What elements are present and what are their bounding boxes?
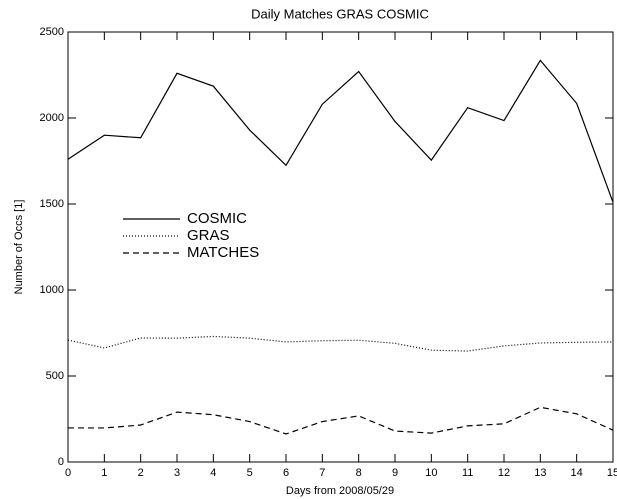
- x-tick-label: 1: [101, 467, 107, 479]
- y-tick-label: 500: [46, 370, 64, 382]
- x-tick-label: 10: [425, 467, 437, 479]
- y-tick-label: 2000: [40, 112, 64, 124]
- x-axis-label: Days from 2008/05/29: [286, 485, 394, 497]
- x-tick-label: 15: [607, 467, 617, 479]
- y-tick-label: 1500: [40, 198, 64, 210]
- x-tick-label: 13: [534, 467, 546, 479]
- x-tick-label: 2: [138, 467, 144, 479]
- plot-frame: [67, 31, 614, 463]
- legend-label: COSMIC: [187, 210, 247, 227]
- legend-label: MATCHES: [187, 244, 259, 261]
- x-tick-label: 0: [65, 467, 71, 479]
- x-tick-label: 9: [392, 467, 398, 479]
- x-tick-label: 4: [210, 467, 216, 479]
- x-tick-label: 14: [571, 467, 583, 479]
- x-tick-label: 8: [356, 467, 362, 479]
- y-tick-label: 0: [58, 456, 64, 468]
- series-line: [67, 335, 614, 352]
- y-tick-label: 2500: [40, 26, 64, 38]
- series-line: [68, 406, 614, 435]
- y-tick-label: 1000: [40, 284, 64, 296]
- x-tick-label: 11: [462, 467, 473, 479]
- x-tick-label: 3: [174, 467, 180, 479]
- x-tick-label: 6: [283, 467, 289, 479]
- y-axis-label: Number of Occs [1]: [13, 200, 25, 295]
- legend-label: GRAS: [187, 227, 230, 244]
- x-tick-label: 7: [319, 467, 325, 479]
- x-tick-label: 5: [247, 467, 253, 479]
- series-line: [67, 59, 614, 203]
- x-tick-label: 12: [498, 467, 510, 479]
- chart-title: Daily Matches GRAS COSMIC: [251, 6, 429, 21]
